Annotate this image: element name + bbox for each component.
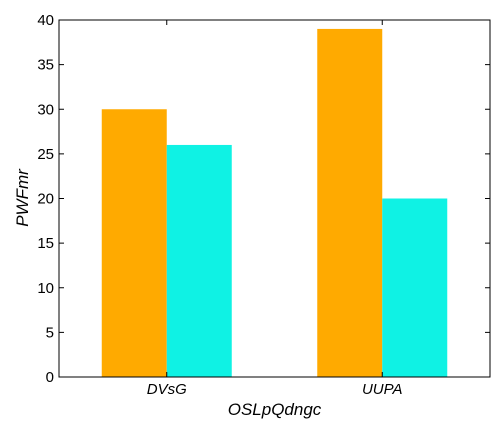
- bar-uupa-series-2: [382, 198, 448, 377]
- y-tick-label-30: 30: [37, 101, 54, 118]
- x-axis-title: OSLpQdngc: [228, 400, 322, 419]
- y-tick-label-0: 0: [46, 369, 54, 386]
- y-tick-label-35: 35: [37, 57, 54, 74]
- y-tick-label-15: 15: [37, 235, 54, 252]
- y-tick-label-20: 20: [37, 191, 54, 208]
- x-axis-ticks: DVsG UUPA: [147, 20, 403, 398]
- y-tick-label-25: 25: [37, 146, 54, 163]
- y-axis-ticks: 0 5 10 15 20 25 30 35 40: [37, 12, 490, 386]
- bar-uupa-series-1: [317, 28, 383, 378]
- bars-group: [101, 28, 448, 378]
- bar-dvsg-series-2: [166, 144, 232, 377]
- bar-dvsg-series-1: [101, 109, 167, 377]
- x-tick-label-uupa: UUPA: [362, 381, 403, 398]
- y-tick-label-5: 5: [46, 324, 54, 341]
- y-tick-label-40: 40: [37, 12, 54, 29]
- y-axis-title: PWFmr: [13, 168, 32, 227]
- x-tick-label-dvsg: DVsG: [147, 381, 187, 398]
- y-tick-label-10: 10: [37, 280, 54, 297]
